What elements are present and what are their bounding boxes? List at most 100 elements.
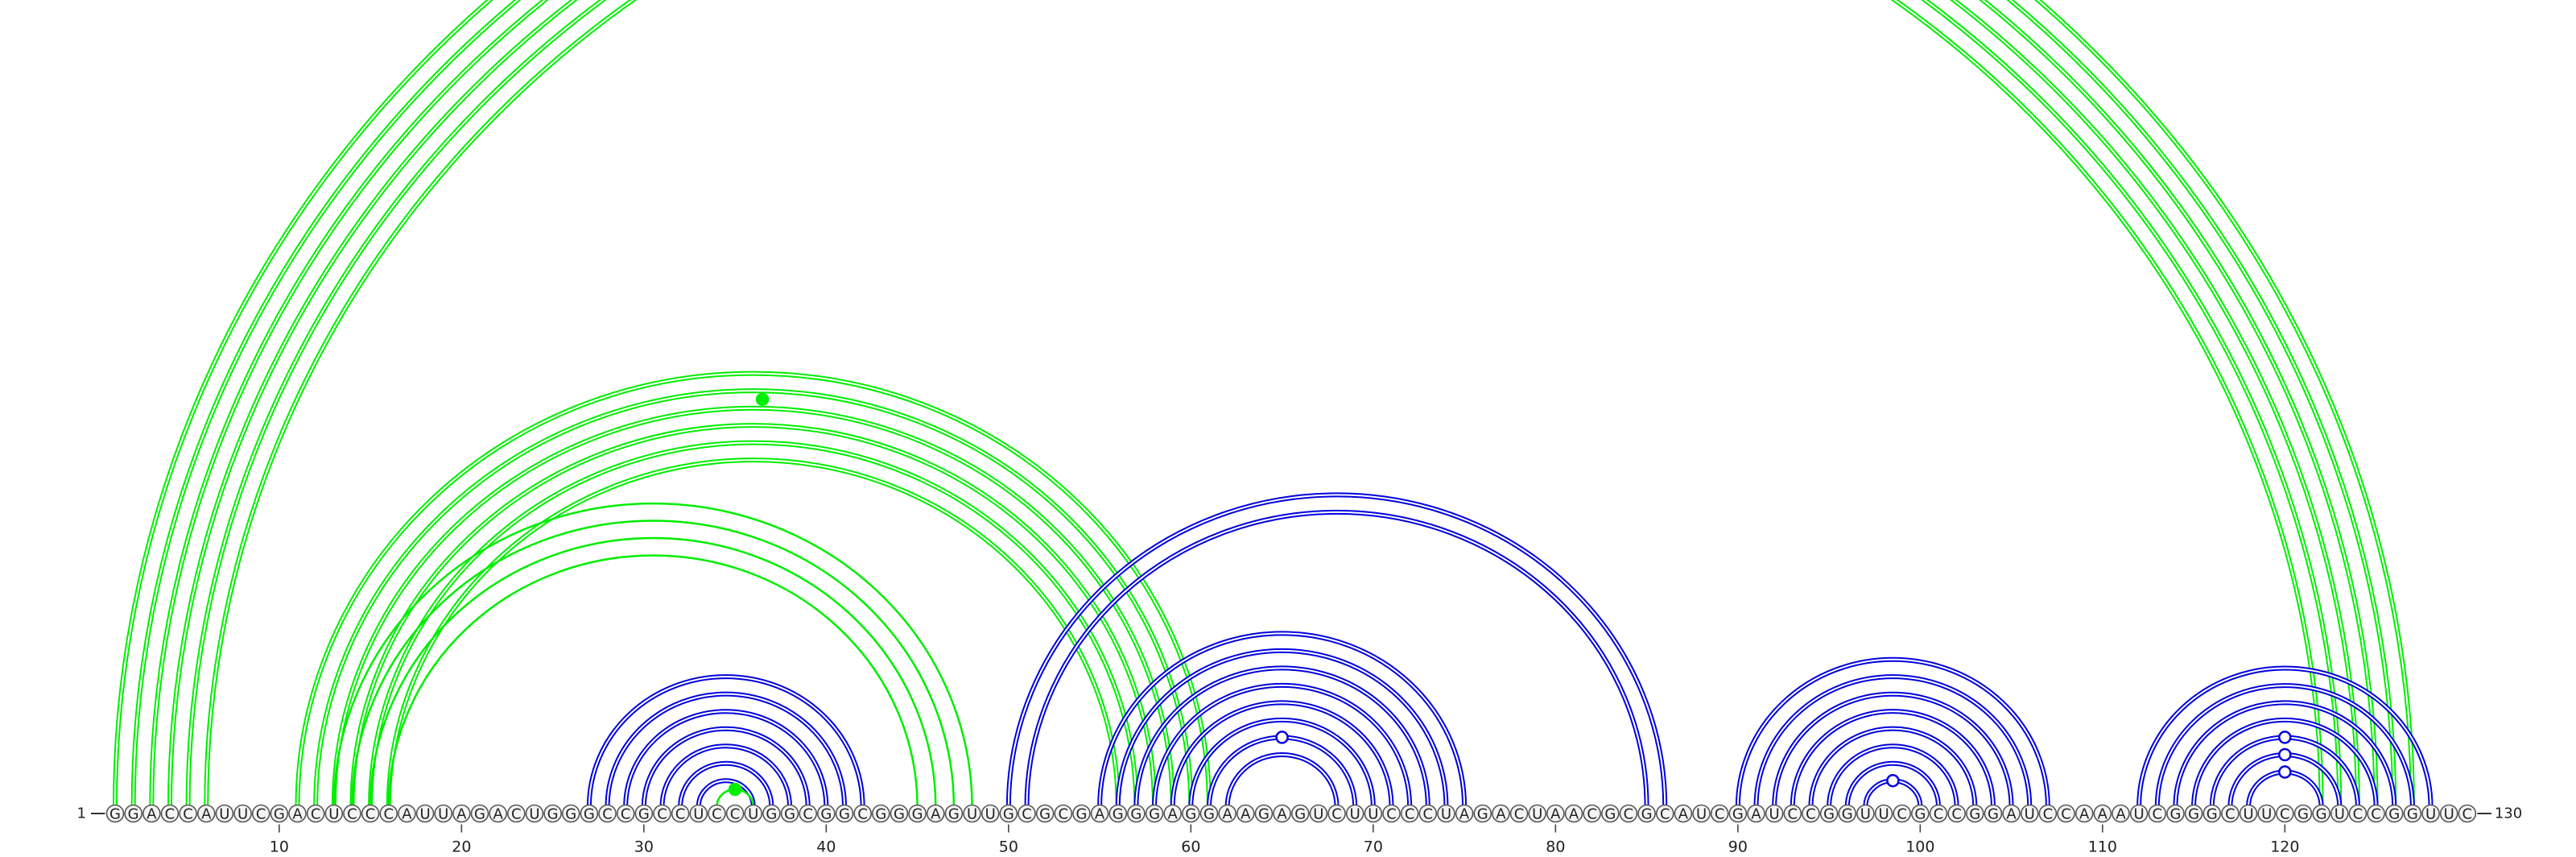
nucleotide-circle xyxy=(1601,804,1620,823)
nucleotide: C xyxy=(653,804,671,823)
nucleotide-letter: A xyxy=(2098,806,2108,823)
nucleotide: A xyxy=(1747,804,1765,823)
nucleotide-circle xyxy=(1619,804,1638,823)
nucleotide-circle xyxy=(160,804,180,823)
nucleotide-circle xyxy=(1090,804,1109,823)
nucleotide-circle xyxy=(890,804,909,823)
arc-inner-gap xyxy=(697,780,754,807)
arc-inner-gap xyxy=(661,745,791,807)
tick-label: 30 xyxy=(634,838,654,856)
tick-label: 110 xyxy=(2088,838,2117,856)
nucleotide-circle xyxy=(2330,804,2349,823)
nucleotide: C xyxy=(1327,804,1346,823)
nucleotide-circle xyxy=(1819,804,1839,823)
nucleotide: A xyxy=(1236,804,1255,823)
nucleotide-circle xyxy=(1382,804,1401,823)
nucleotide: U xyxy=(2330,804,2349,823)
nucleotide: U xyxy=(744,804,763,823)
nucleotide: C xyxy=(1018,804,1036,823)
nucleotide-letter: G xyxy=(2407,806,2418,823)
nucleotide: C xyxy=(1710,804,1729,823)
nucleotide-circle xyxy=(1364,804,1383,823)
nucleotide-circle xyxy=(744,804,763,823)
nucleotide-letter: G xyxy=(820,806,832,823)
arc-inner-gap xyxy=(1810,727,1976,807)
nucleotide-circle xyxy=(452,804,471,823)
arc-inner-gap xyxy=(387,459,1119,807)
nucleotide-letter: C xyxy=(1897,806,1907,823)
arc-marker xyxy=(1275,731,1289,744)
nucleotide-circle xyxy=(2221,804,2240,823)
nucleotide: A xyxy=(2112,804,2130,823)
nucleotide-letter: C xyxy=(657,806,667,823)
nucleotide-letter: A xyxy=(1241,806,1251,823)
nucleotide: C xyxy=(1655,804,1674,823)
nucleotide-letter: G xyxy=(128,806,139,823)
nucleotide-circle xyxy=(1108,804,1128,823)
nucleotide-letter: C xyxy=(1715,806,1725,823)
nucleotide-circle xyxy=(1127,804,1146,823)
arc-marker xyxy=(2278,765,2292,779)
nucleotide: G xyxy=(1035,804,1055,823)
nucleotide-circle xyxy=(2239,804,2258,823)
nucleotide-circle xyxy=(525,804,544,823)
tick-label: 60 xyxy=(1181,838,1200,856)
nucleotide: A xyxy=(1564,804,1583,823)
nucleotide-letter: C xyxy=(1806,806,1816,823)
arc-markers xyxy=(728,392,2292,797)
nucleotide-circle xyxy=(908,804,927,823)
nucleotide-letter: G xyxy=(1969,806,1980,823)
nucleotide-circle xyxy=(2348,804,2368,823)
nucleotide-letter: C xyxy=(311,806,321,823)
nucleotide-circle xyxy=(1473,804,1492,823)
nucleotide: C xyxy=(179,804,197,823)
nucleotide: C xyxy=(598,804,617,823)
nucleotide: U xyxy=(1692,804,1711,823)
nucleotide: G xyxy=(890,804,909,823)
nucleotide-letter: G xyxy=(1604,806,1616,823)
nucleotide: G xyxy=(105,804,125,823)
nucleotide: U xyxy=(233,804,252,823)
nucleotide-circle xyxy=(1710,804,1729,823)
nucleotide-circle xyxy=(1637,804,1656,823)
nucleotide: U xyxy=(2239,804,2258,823)
nucleotide: G xyxy=(2184,804,2203,823)
nucleotide-letter: G xyxy=(839,806,850,823)
nucleotide-letter: C xyxy=(165,806,175,823)
arc-inner-gap xyxy=(1828,745,1958,807)
nucleotide: G xyxy=(470,804,489,823)
nucleotide-circle xyxy=(2202,804,2222,823)
nucleotide-letter: U xyxy=(419,806,430,823)
nucleotide-letter: C xyxy=(712,806,722,823)
nucleotide: C xyxy=(1509,804,1529,823)
nucleotide-letter: C xyxy=(803,806,813,823)
nucleotide-letter: C xyxy=(1951,806,1962,823)
nucleotide: C xyxy=(506,804,526,823)
nucleotide-circle xyxy=(415,804,435,823)
nucleotide-letter: C xyxy=(1059,806,1069,823)
nucleotide: C xyxy=(616,804,635,823)
position-axis: 10 20 30 40 50 60 70 80 90 100 110 120 xyxy=(270,824,2299,856)
base-pair-arc xyxy=(1224,751,1340,807)
nucleotide-circle xyxy=(288,804,307,823)
nucleotide: G xyxy=(2293,804,2313,823)
arc-inner-gap xyxy=(1791,710,1994,807)
arc-inner-gap xyxy=(315,390,1192,807)
green-long-helix xyxy=(295,371,1212,807)
base-pair-arc xyxy=(331,405,1175,807)
nucleotide-letter: G xyxy=(274,806,285,823)
arc-inner-gap xyxy=(1226,753,1338,807)
nucleotide-circle xyxy=(1692,804,1711,823)
start-label: 1 xyxy=(77,805,86,822)
nucleotide-circle xyxy=(142,804,161,823)
nucleotide: G xyxy=(1601,804,1620,823)
nucleotide: U xyxy=(1528,804,1546,823)
nucleotide-letter: C xyxy=(1331,806,1342,823)
nucleotide-letter: G xyxy=(784,806,795,823)
arc-inner-gap xyxy=(2138,667,2432,807)
nucleotide: G xyxy=(817,804,836,823)
nucleotide-letter: U xyxy=(748,806,758,823)
nucleotide: C xyxy=(2038,804,2058,823)
nucleotide-letter: G xyxy=(1732,806,1744,823)
